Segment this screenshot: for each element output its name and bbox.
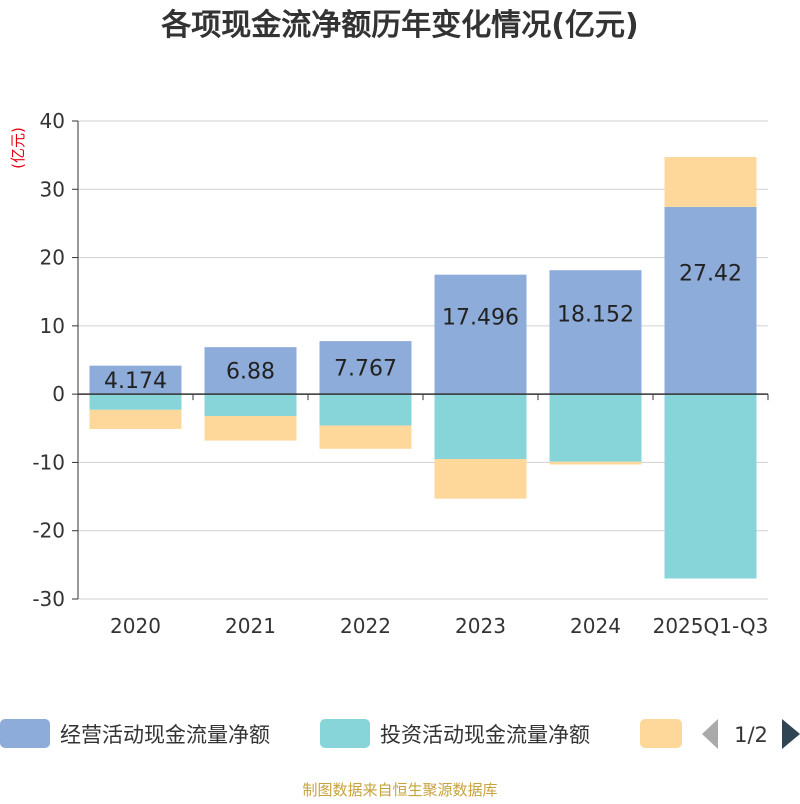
y-tick-label: -30	[32, 587, 65, 611]
legend-page-indicator: 1/2	[734, 723, 768, 747]
bar-s2-2020[interactable]	[89, 409, 182, 429]
y-tick-label: 10	[40, 314, 65, 338]
legend: 经营活动现金流量净额 投资活动现金流量净额 1/2	[0, 719, 800, 749]
y-tick-label: -20	[32, 519, 65, 543]
bar-s1-2021[interactable]	[204, 394, 297, 416]
bar-s2-2021[interactable]	[204, 415, 297, 441]
grid-lines	[78, 120, 768, 600]
x-tick-label: 2021	[225, 614, 276, 638]
y-axis-label: (亿元)	[9, 127, 27, 169]
x-tick-label: 2022	[340, 614, 391, 638]
y-tick-label: 30	[40, 177, 65, 201]
legend-prev-page-icon[interactable]	[702, 719, 718, 749]
legend-swatch-financing[interactable]	[640, 719, 682, 748]
legend-next-page-icon[interactable]	[782, 719, 800, 749]
bar-s1-2023[interactable]	[434, 394, 527, 460]
legend-swatch-operating[interactable]	[0, 719, 50, 748]
bar-s0-2021[interactable]	[204, 347, 297, 395]
bar-s2-2023[interactable]	[434, 459, 527, 499]
bar-s1-2020[interactable]	[89, 394, 182, 410]
bar-s1-2022[interactable]	[319, 394, 412, 426]
data-label: 6.88	[226, 360, 275, 385]
source-note: 制图数据来自恒生聚源数据库	[302, 781, 497, 799]
legend-label-operating[interactable]: 经营活动现金流量净额	[60, 723, 270, 747]
bars	[89, 157, 757, 579]
bar-s0-2023[interactable]	[434, 274, 527, 395]
bar-s1-2025Q1-Q3[interactable]	[664, 394, 757, 579]
y-tick-label: 40	[40, 109, 65, 133]
bar-s1-2024[interactable]	[549, 394, 642, 462]
y-tick-label: 0	[52, 382, 65, 406]
y-tick-label: -10	[32, 450, 65, 474]
bar-s0-2024[interactable]	[549, 270, 642, 395]
bar-s2-2024[interactable]	[549, 461, 642, 465]
data-label: 17.496	[442, 305, 519, 330]
data-label: 4.174	[104, 369, 167, 394]
axes: -30 -20 -10 0 10 20 30 40 2020 2021 2022 2023 2024 20…	[32, 109, 769, 638]
x-tick-label: 2023	[455, 614, 506, 638]
bar-s2-2022[interactable]	[319, 425, 412, 449]
legend-label-investing[interactable]: 投资活动现金流量净额	[380, 723, 590, 747]
bar-s0-2020[interactable]	[89, 365, 182, 395]
data-labels: 4.174 6.88 7.767 17.496 18.152 27.42	[104, 261, 742, 393]
legend-swatch-investing[interactable]	[320, 719, 370, 748]
bar-s0-2025Q1-Q3[interactable]	[664, 206, 757, 395]
data-label: 18.152	[557, 303, 634, 328]
x-tick-label: 2024	[570, 614, 621, 638]
data-label: 27.42	[679, 261, 742, 286]
x-tick-label: 2025Q1-Q3	[653, 614, 769, 638]
chart-title: 各项现金流净额历年变化情况(亿元)	[160, 8, 638, 43]
bar-s2-2025Q1-Q3[interactable]	[664, 157, 757, 207]
y-tick-label: 20	[40, 246, 65, 270]
x-tick-label: 2020	[110, 614, 161, 638]
data-label: 7.767	[334, 357, 397, 382]
bar-s0-2022[interactable]	[319, 341, 412, 395]
